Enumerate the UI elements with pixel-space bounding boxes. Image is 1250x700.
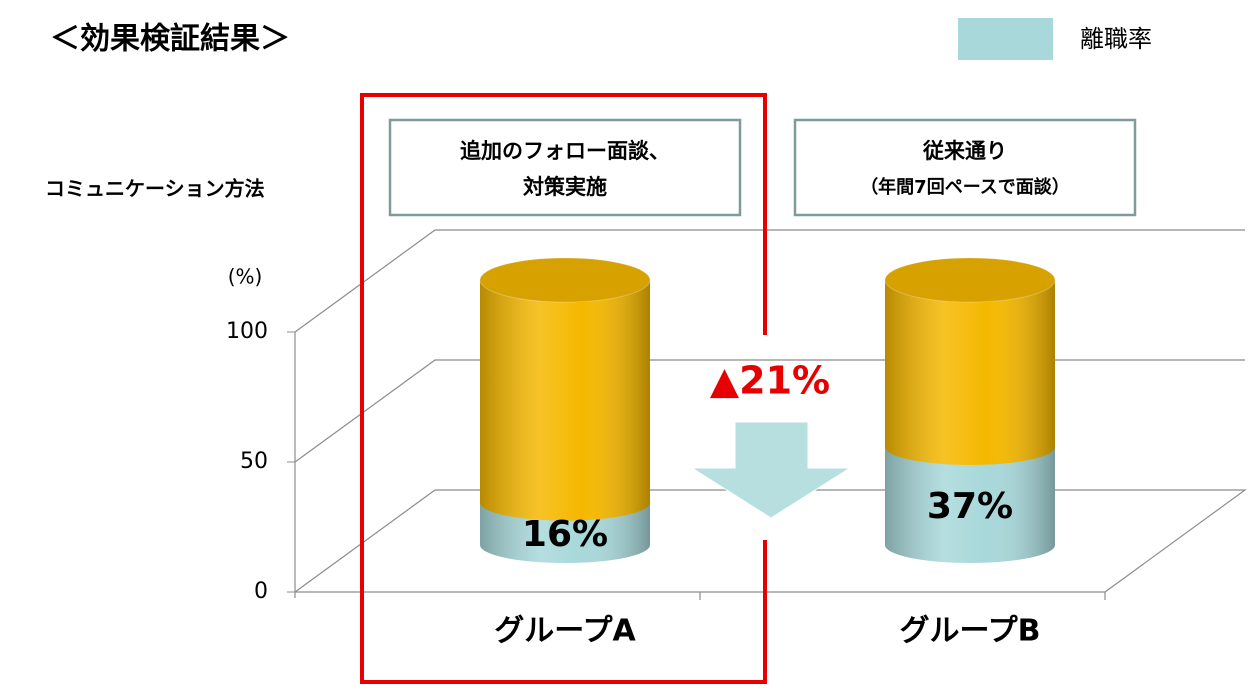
legend-swatch	[958, 18, 1053, 60]
grid-line	[294, 229, 1245, 333]
y-tick-label: 100	[226, 319, 268, 344]
bar-top-shade	[480, 258, 650, 302]
y-axis-label: (%)	[228, 265, 263, 289]
bar-top	[479, 257, 651, 303]
x-tick-label: グループB	[899, 614, 1040, 649]
chart-title: ＜効果検証結果＞	[50, 22, 290, 57]
bar-top	[884, 257, 1056, 303]
bar-top-shade	[885, 258, 1055, 302]
plot-walls	[294, 332, 1247, 600]
bar-shading	[480, 280, 650, 521]
bar-shading	[885, 446, 1055, 563]
y-tick-label: 0	[254, 579, 268, 604]
highlight-frame	[360, 93, 767, 684]
decrease-arrow	[690, 421, 852, 519]
method-label: コミュニケーション方法	[45, 177, 265, 201]
x-tick-label: グループA	[494, 614, 636, 649]
data-label: 16%	[522, 514, 608, 555]
method-text: （年間7回ペースで面談）	[860, 176, 1070, 198]
change-label: ▲21%	[710, 359, 830, 403]
method-text: 従来通り	[922, 139, 1007, 163]
legend-label: 離職率	[1080, 25, 1152, 53]
y-tick-label: 50	[240, 449, 268, 474]
method-box	[793, 118, 1137, 217]
method-text: 対策実施	[523, 175, 607, 199]
data-label: 37%	[927, 486, 1013, 527]
method-text: 追加のフォロー面談、	[460, 139, 670, 163]
bar-shading	[885, 280, 1055, 465]
plot: 0 50 100 グループA 16% グループB 37%	[226, 229, 1245, 649]
method-box	[388, 118, 742, 217]
